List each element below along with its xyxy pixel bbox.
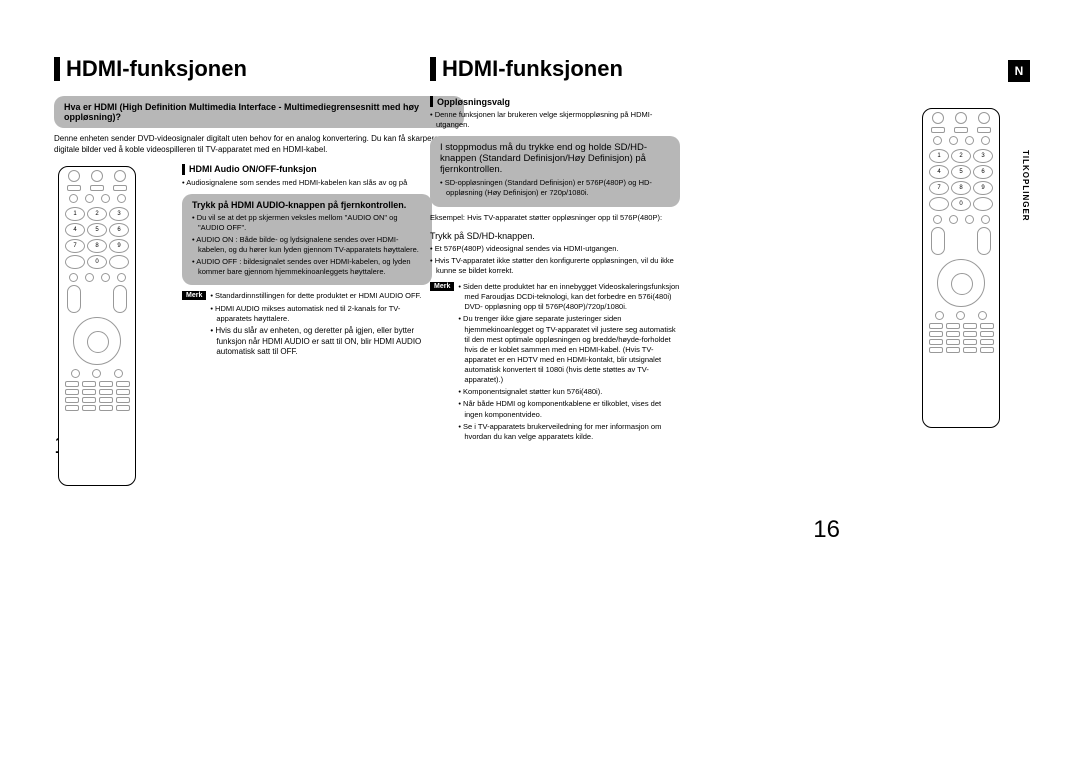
sdhd-instruction-box: I stoppmodus må du trykke end og holde S… bbox=[430, 136, 680, 206]
remote-key-6: 6 bbox=[973, 165, 993, 179]
merk-r-b1: • Siden dette produktet har en innebygge… bbox=[458, 282, 680, 312]
resolution-bullet: • Denne funksjonen lar brukeren velge sk… bbox=[430, 110, 680, 130]
merk-r-b4: • Når både HDMI og komponentkablene er t… bbox=[458, 399, 680, 419]
merk-left-b3: • Hvis du slår av enheten, og deretter p… bbox=[210, 326, 432, 358]
remote-key-1: 1 bbox=[65, 207, 85, 221]
remote-key-8: 8 bbox=[87, 239, 107, 253]
resolution-heading: Oppløsningsvalg bbox=[430, 96, 680, 107]
remote-key-7: 7 bbox=[929, 181, 949, 195]
intro-text: Denne enheten sender DVD-videosignaler d… bbox=[54, 134, 464, 156]
remote-key-1: 1 bbox=[929, 149, 949, 163]
title-bar-right: HDMI-funksjonen bbox=[430, 56, 840, 82]
title-accent-bar bbox=[54, 57, 60, 81]
sdhd-instruction-text: I stoppmodus må du trykke end og holde S… bbox=[440, 142, 670, 175]
heading-text: Oppløsningsvalg bbox=[437, 97, 510, 107]
title-bar-left: HDMI-funksjonen bbox=[54, 56, 464, 82]
merk-r-b3: • Komponentsignalet støtter kun 576i(480… bbox=[458, 387, 680, 397]
title-accent-bar bbox=[430, 57, 436, 81]
remote-key-9: 9 bbox=[973, 181, 993, 195]
step-b2: • Hvis TV-apparatet ikke støtter den kon… bbox=[430, 256, 680, 276]
page-title-left: HDMI-funksjonen bbox=[66, 56, 247, 82]
merk-left-b2: • HDMI AUDIO mikses automatisk ned til 2… bbox=[210, 304, 432, 324]
step-title: Trykk på SD/HD-knappen. bbox=[430, 231, 680, 241]
remote-vol-tuning bbox=[67, 285, 127, 313]
merk-block-right: Merk • Siden dette produktet har en inne… bbox=[430, 282, 680, 444]
what-is-hdmi-box: Hva er HDMI (High Definition Multimedia … bbox=[54, 96, 464, 128]
merk-text-left: • Standardinnstillingen for dette produk… bbox=[210, 291, 432, 360]
merk-badge: Merk bbox=[430, 282, 454, 291]
merk-text-right: • Siden dette produktet har en innebygge… bbox=[458, 282, 680, 444]
page-number-right: 16 bbox=[813, 516, 840, 544]
left-page-right-column: HDMI Audio ON/OFF-funksjon • Audiosignal… bbox=[182, 164, 432, 361]
sdhd-b1: • SD-oppløsningen (Standard Definisjon) … bbox=[440, 178, 670, 198]
remote-key-8: 8 bbox=[951, 181, 971, 195]
remote-key-0: 0 bbox=[87, 255, 107, 269]
heading-accent bbox=[182, 164, 185, 175]
instruction-title: Trykk på HDMI AUDIO-knappen på fjernkont… bbox=[192, 200, 422, 210]
merk-block-left: Merk • Standardinnstillingen for dette p… bbox=[182, 291, 432, 360]
remote-dpad bbox=[937, 259, 985, 307]
heading-accent bbox=[430, 96, 433, 107]
merk-r-b2: • Du trenger ikke gjøre separate justeri… bbox=[458, 314, 680, 385]
remote-key-9: 9 bbox=[109, 239, 129, 253]
remote-key-4: 4 bbox=[65, 223, 85, 237]
hdmi-audio-bullet: • Audiosignalene som sendes med HDMI-kab… bbox=[182, 178, 432, 188]
remote-control-right: 1 2 3 4 5 6 7 8 9 0 bbox=[922, 108, 1000, 428]
remote-numpad: 1 2 3 4 5 6 7 8 9 0 bbox=[65, 207, 129, 269]
remote-control-left: 1 2 3 4 5 6 7 8 9 0 bbox=[58, 166, 136, 486]
heading-text: HDMI Audio ON/OFF-funksjon bbox=[189, 164, 317, 174]
page-title-right: HDMI-funksjonen bbox=[442, 56, 623, 82]
page-right: HDMI-funksjonen Oppløsningsvalg • Denne … bbox=[430, 56, 840, 444]
remote-key-4: 4 bbox=[929, 165, 949, 179]
hdmi-audio-onoff-heading: HDMI Audio ON/OFF-funksjon bbox=[182, 164, 432, 175]
side-tab-label: TILKOPLINGER bbox=[1021, 150, 1030, 222]
instr-b2: • AUDIO ON : Både bilde- og lydsignalene… bbox=[192, 235, 422, 255]
remote-dpad bbox=[73, 317, 121, 365]
remote-key-5: 5 bbox=[87, 223, 107, 237]
instr-b3: • AUDIO OFF : bildesignalet sendes over … bbox=[192, 257, 422, 277]
remote-key-3: 3 bbox=[973, 149, 993, 163]
merk-left-b1: • Standardinnstillingen for dette produk… bbox=[210, 291, 432, 301]
example-text: Eksempel: Hvis TV-apparatet støtter oppl… bbox=[430, 213, 680, 223]
step-b1: • Et 576P(480P) videosignal sendes via H… bbox=[430, 244, 680, 254]
remote-key-3: 3 bbox=[109, 207, 129, 221]
merk-r-b5: • Se i TV-apparatets brukerveiledning fo… bbox=[458, 422, 680, 442]
remote-key-5: 5 bbox=[951, 165, 971, 179]
remote-key-6: 6 bbox=[109, 223, 129, 237]
remote-key-2: 2 bbox=[87, 207, 107, 221]
instruction-box: Trykk på HDMI AUDIO-knappen på fjernkont… bbox=[182, 194, 432, 286]
section-tab-n: N bbox=[1008, 60, 1030, 82]
remote-key-0: 0 bbox=[951, 197, 971, 211]
remote-top-row bbox=[63, 170, 131, 182]
remote-key-2: 2 bbox=[951, 149, 971, 163]
instr-b1: • Du vil se at det pp skjermen veksles m… bbox=[192, 213, 422, 233]
remote-key-7: 7 bbox=[65, 239, 85, 253]
merk-badge: Merk bbox=[182, 291, 206, 300]
right-page-column: Oppløsningsvalg • Denne funksjonen lar b… bbox=[430, 96, 680, 444]
remote-numpad: 1 2 3 4 5 6 7 8 9 0 bbox=[929, 149, 993, 211]
